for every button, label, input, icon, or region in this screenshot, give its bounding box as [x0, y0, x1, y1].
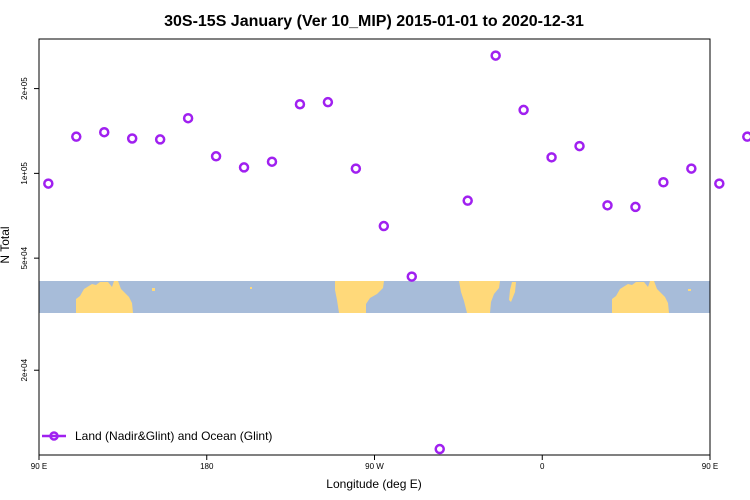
data-point — [210, 151, 222, 162]
land-island — [688, 289, 691, 291]
data-point — [350, 163, 362, 174]
data-point — [574, 140, 585, 152]
land-africa — [459, 281, 500, 313]
land-island — [152, 288, 155, 291]
y-axis: 2e+04 5e+04 1e+05 2e+05 — [20, 77, 39, 381]
chart-title: 30S-15S January (Ver 10_MIP) 2015-01-01 … — [164, 13, 584, 30]
data-point — [686, 163, 697, 174]
data-point — [630, 201, 641, 213]
plot-frame — [38, 38, 711, 456]
land-island — [250, 287, 252, 289]
data-point — [658, 176, 669, 188]
map-strip — [39, 281, 710, 313]
data-point — [462, 195, 473, 206]
y-axis-label: N Total — [0, 226, 12, 263]
data-point — [126, 133, 138, 144]
data-point — [406, 271, 418, 282]
data-point — [182, 112, 194, 124]
legend-marker — [49, 431, 59, 441]
data-point — [546, 152, 557, 163]
data-point — [266, 156, 278, 167]
data-point — [71, 131, 82, 142]
data-point — [714, 178, 725, 189]
land-australia-west — [76, 281, 133, 313]
legend: Land (Nadir&Glint) and Ocean (Glint) — [42, 429, 272, 443]
data-point — [518, 104, 529, 116]
data-point — [602, 200, 613, 211]
y-tick-label: 1e+05 — [20, 162, 29, 185]
x-tick-label: 90 E — [702, 462, 718, 471]
x-tick-label: 0 — [540, 462, 545, 471]
land-south-america — [335, 281, 384, 313]
y-tick-label: 2e+05 — [20, 77, 29, 100]
x-tick-label: 90 E — [31, 462, 47, 471]
land-madagascar — [509, 282, 516, 302]
y-tick-label: 2e+04 — [20, 358, 29, 381]
y-tick-label: 5e+04 — [20, 246, 29, 269]
legend-label: Land (Nadir&Glint) and Ocean (Glint) — [75, 429, 272, 443]
land-australia-east — [612, 281, 669, 313]
data-point — [238, 162, 250, 173]
x-tick-label: 90 W — [365, 462, 384, 471]
data-points — [43, 50, 750, 455]
data-point — [294, 98, 306, 110]
data-point — [742, 131, 750, 142]
data-point — [378, 220, 390, 232]
data-point — [322, 96, 334, 108]
x-tick-label: 180 — [200, 462, 214, 471]
data-point — [490, 50, 501, 61]
data-point — [98, 126, 110, 138]
data-point — [154, 134, 166, 145]
x-axis-label: Longitude (deg E) — [326, 477, 421, 491]
x-axis: 90 E 180 90 W 0 90 E — [31, 455, 718, 471]
data-point — [434, 443, 445, 455]
data-point — [43, 178, 54, 189]
